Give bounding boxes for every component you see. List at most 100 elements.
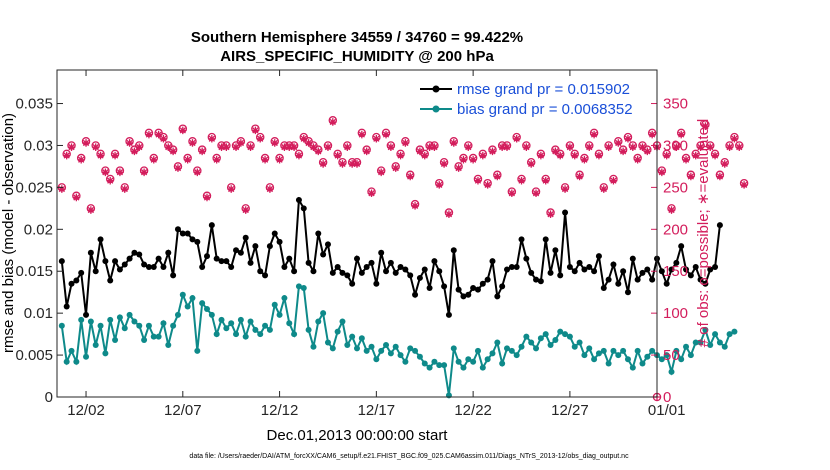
rmse-point (450, 247, 457, 254)
obs-evaluated-point (658, 168, 666, 177)
rmse-point (141, 261, 148, 268)
chart-title: Southern Hemisphere 34559 / 34760 = 99.4… (191, 29, 523, 46)
bias-point (58, 322, 65, 329)
y-right-tick-label: 350 (663, 96, 688, 113)
obs-evaluated-point (208, 134, 216, 143)
y-right-tick-label: 50 (663, 347, 680, 364)
chart-subtitle: AIRS_SPECIFIC_HUMIDITY @ 200 hPa (220, 48, 494, 65)
obs-evaluated-point (474, 176, 482, 185)
bias-point (731, 328, 738, 335)
bias-point (547, 342, 554, 349)
bias-point (644, 353, 651, 360)
obs-evaluated-point (251, 126, 260, 135)
x-tick-label: 01/01 (648, 402, 686, 419)
rmse-point (276, 238, 283, 245)
obs-evaluated-point (585, 143, 594, 151)
obs-evaluated-point (358, 130, 366, 139)
obs-evaluated-point (232, 143, 240, 151)
bias-point (339, 318, 346, 325)
obs-evaluated-point (532, 189, 540, 198)
bias-point (392, 343, 399, 350)
rmse-point (344, 272, 351, 279)
obs-evaluated-point (159, 134, 168, 143)
rmse-point (508, 264, 515, 271)
obs-evaluated-point (546, 210, 555, 219)
y-left-tick-label: 0.01 (24, 305, 53, 322)
series-layer (57, 116, 749, 402)
bias-point (295, 283, 302, 290)
rmse-point (107, 277, 114, 284)
obs-evaluated-point (599, 185, 608, 193)
bias-point (373, 356, 380, 363)
rmse-point (102, 258, 109, 265)
obs-evaluated-point (595, 151, 603, 160)
bias-point (165, 342, 172, 349)
bias-point (615, 352, 622, 359)
obs-evaluated-point (198, 147, 206, 156)
bias-point (692, 339, 699, 346)
bias-point (276, 311, 283, 318)
bias-point (378, 347, 385, 354)
obs-evaluated-point (130, 147, 139, 156)
bias-point (141, 336, 148, 343)
rmse-point (228, 264, 235, 271)
rmse-point (678, 243, 685, 250)
obs-evaluated-point (91, 143, 100, 151)
obs-evaluated-point (711, 151, 719, 160)
bias-point (116, 314, 123, 321)
bias-point (605, 360, 612, 367)
rmse-point (504, 266, 510, 273)
rmse-point (586, 264, 593, 271)
rmse-point (87, 249, 94, 256)
obs-evaluated-point (643, 147, 652, 156)
rmse-point (595, 253, 602, 260)
bias-point (63, 358, 70, 365)
bias-point (508, 347, 515, 354)
obs-evaluated-point (672, 143, 681, 151)
obs-evaluated-point (662, 151, 671, 160)
obs-evaluated-point (62, 151, 71, 160)
obs-evaluated-point (464, 143, 473, 151)
obs-evaluated-point (725, 143, 734, 151)
rmse-point (484, 276, 491, 283)
obs-evaluated-point (454, 164, 463, 172)
bias-point (533, 345, 540, 352)
bias-point (145, 322, 152, 329)
obs-evaluated-point (570, 151, 579, 160)
rmse-point (160, 264, 167, 271)
obs-evaluated-point (629, 143, 637, 151)
obs-evaluated-point (193, 168, 202, 177)
bias-point (199, 300, 206, 307)
rmse-point (542, 236, 549, 243)
rmse-point (112, 258, 119, 265)
rmse-point (600, 285, 607, 291)
rmse-point (281, 264, 288, 271)
bias-point (566, 333, 573, 340)
y-left-tick-label: 0.005 (15, 347, 53, 364)
y-left-tick-label: 0.03 (24, 137, 53, 154)
bias-point (697, 339, 704, 346)
bias-point (242, 333, 249, 340)
bias-point (92, 342, 99, 349)
bias-point (421, 360, 428, 367)
obs-evaluated-point (314, 147, 323, 156)
legend-bias-marker (432, 105, 440, 113)
obs-evaluated-point (435, 181, 444, 189)
obs-evaluated-point (174, 164, 182, 172)
obs-evaluated-point (116, 168, 124, 177)
rmse-point (300, 205, 307, 212)
bias-point (465, 356, 472, 363)
obs-evaluated-point (517, 176, 526, 185)
y-right-tick-label: 200 (663, 221, 688, 238)
obs-evaluated-point (735, 143, 744, 151)
bias-point (407, 345, 414, 352)
obs-evaluated-point (275, 155, 284, 164)
obs-evaluated-point (111, 151, 119, 160)
y-left-tick-label: 0.035 (15, 96, 53, 113)
rmse-point (402, 266, 409, 273)
bias-point (218, 316, 225, 323)
obs-evaluated-point (222, 143, 231, 151)
bias-point (504, 345, 510, 352)
bias-point (557, 328, 564, 335)
bias-point (213, 331, 220, 338)
